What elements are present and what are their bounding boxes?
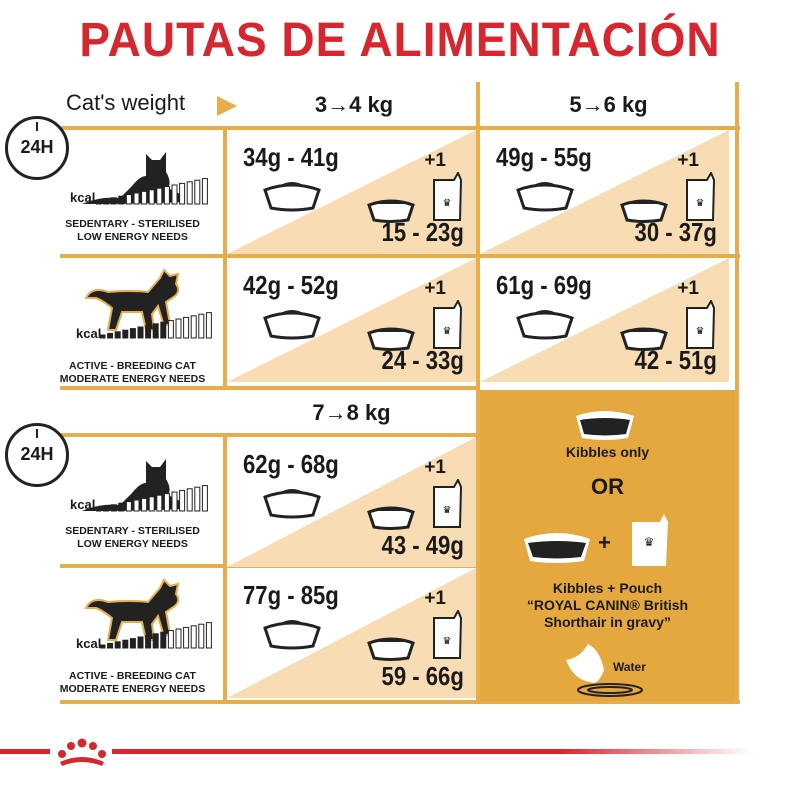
pouch-icon: ♛ [432,477,463,534]
kibbles-only-amount: 34g - 41g [243,142,339,172]
feeding-cell: 61g - 69g +1 ♛ 42 - 51g [480,258,729,382]
kibble-bowl-icon [619,195,669,228]
or-label: OR [591,474,624,499]
profile-label: SEDENTARY - STERILISED LOW ENERGY NEEDS [65,525,200,550]
plus-one-label: +1 [677,278,699,299]
kcal-label: kcal [76,326,102,341]
kcal-label: kcal [70,497,96,512]
24h-clock-icon: 24H [5,423,69,487]
water-label: Water [613,660,646,674]
weight-header-7-8: 7→8 kg [312,400,391,425]
kibble-bowl-icon [524,533,590,563]
pouch-description: Kibbles + Pouch “ROYAL CANIN® British Sh… [480,580,735,631]
kcal-label: kcal [70,190,96,205]
energy-level-bars [96,178,208,205]
pouch-icon: ♛ [432,608,463,665]
kibble-bowl-icon [619,323,669,356]
plus-label: + [598,530,611,555]
pouch-line-1: Kibbles + Pouch [552,580,663,596]
walking-cat-icon [84,268,180,331]
feeding-cell: 42g - 52g +1 ♛ 24 - 33g [227,258,476,382]
kibbles-with-pouch-amount: 43 - 49g [381,530,464,560]
royal-canin-crown-logo [58,738,106,766]
water-bowl-icon [566,644,643,697]
24h-clock-icon: 24H [5,116,69,180]
kibbles-with-pouch-amount: 15 - 23g [381,217,464,247]
cats-weight-label: Cat's weight [66,90,186,115]
profile-label: SEDENTARY - STERILISED LOW ENERGY NEEDS [65,218,200,243]
svg-text:♛: ♛ [443,326,452,337]
profile-label: ACTIVE - BREEDING CAT MODERATE ENERGY NEE… [59,360,206,385]
kibble-bowl-icon [576,411,634,440]
pouch-icon: ♛ [432,298,463,355]
energy-level-bars [100,312,212,339]
feeding-cell: 62g - 68g +1 ♛ 43 - 49g [227,437,476,567]
profile-label: ACTIVE - BREEDING CAT MODERATE ENERGY NEE… [59,670,206,695]
pouch-icon: ♛ [685,298,716,355]
kibble-bowl-icon [366,502,416,535]
kibbles-only-label: Kibbles only [565,444,650,460]
energy-level-bars [100,622,212,649]
kibbles-with-pouch-amount: 24 - 33g [381,345,464,375]
kibble-bowl-icon [366,633,416,666]
kibbles-with-pouch-amount: 42 - 51g [634,345,717,375]
weight-header-3-4: 3→4 kg [314,92,394,117]
kibble-bowl-icon [514,178,576,217]
kibble-bowl-icon [261,485,323,524]
footer-line [112,749,752,754]
kibble-bowl-icon [261,306,323,345]
energy-level-bars [96,485,208,512]
kibbles-with-pouch-amount: 30 - 37g [634,217,717,247]
plus-one-label: +1 [677,150,699,171]
page-title: PAUTAS DE ALIMENTACIÓN [79,11,721,67]
svg-text:♛: ♛ [644,535,655,549]
weight-header-5-6: 5→6 kg [569,92,648,117]
arrow-right-icon [217,96,237,116]
walking-cat-icon [84,578,180,641]
pouch-icon: ♛ [632,514,668,566]
kibbles-only-amount: 42g - 52g [243,270,339,300]
plus-one-label: +1 [424,457,446,478]
svg-text:♛: ♛ [696,198,705,209]
pouch-icon: ♛ [432,170,463,227]
svg-text:♛: ♛ [443,198,452,209]
kibble-bowl-icon [261,178,323,217]
pouch-line-3: Shorthair in gravy” [544,614,671,630]
kibble-bowl-icon [366,323,416,356]
kibbles-only-amount: 62g - 68g [243,449,339,479]
pouch-icon: ♛ [685,170,716,227]
kibbles-only-amount: 49g - 55g [496,142,592,172]
feeding-cell: 34g - 41g +1 ♛ 15 - 23g [227,130,476,254]
svg-text:♛: ♛ [696,326,705,337]
kibbles-with-pouch-amount: 59 - 66g [381,661,464,691]
kibbles-only-amount: 77g - 85g [243,580,339,610]
svg-text:♛: ♛ [443,505,452,516]
pouch-line-2: “ROYAL CANIN® British [526,597,689,613]
plus-one-label: +1 [424,278,446,299]
kibble-bowl-icon [261,616,323,655]
kibbles-only-amount: 61g - 69g [496,270,592,300]
plus-one-label: +1 [424,588,446,609]
svg-text:♛: ♛ [443,636,452,647]
kibble-bowl-icon [366,195,416,228]
feeding-legend-panel: Kibbles only OR + ♛ Kibbles + Pouch “ROY… [480,390,735,701]
feeding-cell: 49g - 55g +1 ♛ 30 - 37g [480,130,729,254]
plus-one-label: +1 [424,150,446,171]
feeding-cell: 77g - 85g +1 ♛ 59 - 66g [227,568,476,698]
kcal-label: kcal [76,636,102,651]
kibble-bowl-icon [514,306,576,345]
